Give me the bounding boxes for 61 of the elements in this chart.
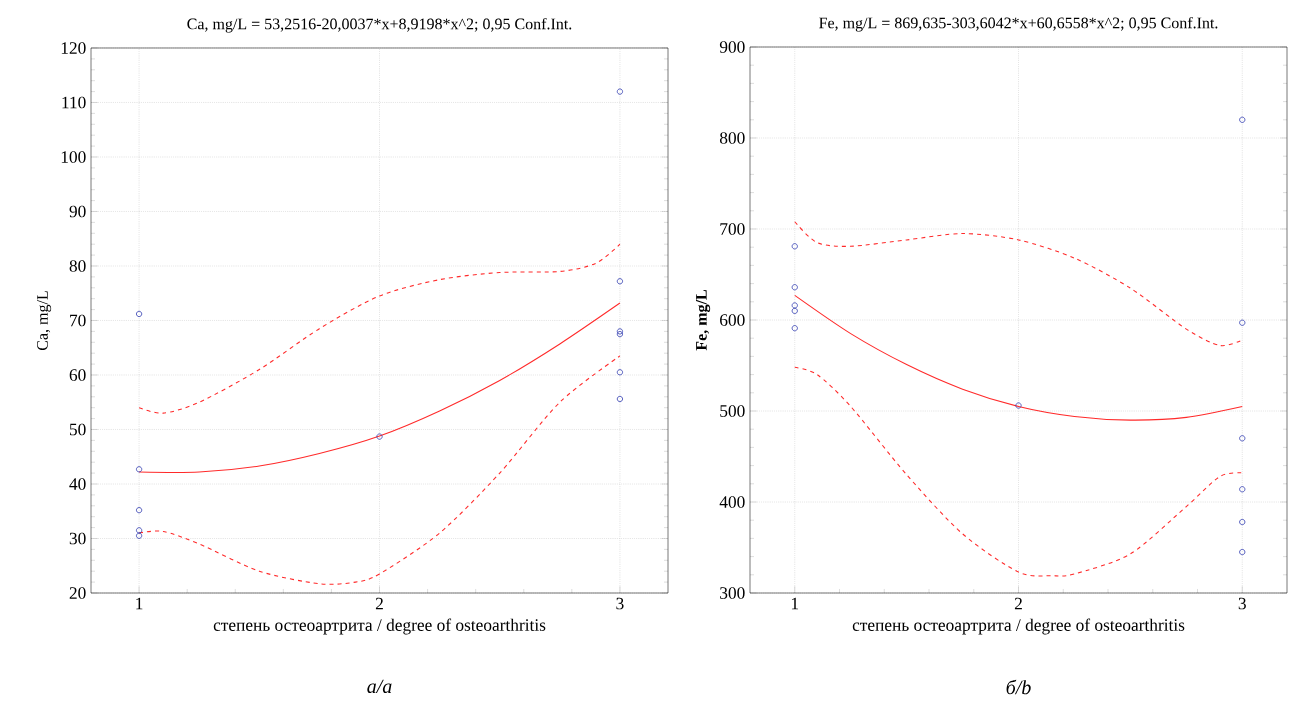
x-tick-label: 2 bbox=[1014, 597, 1022, 610]
point bbox=[616, 395, 623, 403]
y-axis-title: Ca, mg/L bbox=[37, 291, 52, 351]
point bbox=[1015, 402, 1022, 409]
point bbox=[791, 325, 798, 332]
point bbox=[616, 369, 623, 376]
y-tick-label: 90 bbox=[69, 205, 86, 218]
chart-title: Ca, mg/L = 53,2516-20,0037*x+8,9198*x^2; 0,95 Conf.Int. bbox=[187, 17, 572, 33]
point bbox=[136, 527, 143, 534]
point bbox=[1239, 548, 1246, 556]
point bbox=[1239, 116, 1246, 123]
y-tick-label: 60 bbox=[69, 369, 86, 381]
point bbox=[1239, 486, 1246, 493]
point bbox=[1239, 518, 1246, 526]
x-tick-label: 3 bbox=[1238, 597, 1246, 610]
x-tick-label: 2 bbox=[375, 597, 383, 610]
y-tick-label: 70 bbox=[70, 314, 86, 327]
y-axis-title: Fe, mg/L bbox=[696, 290, 711, 351]
point bbox=[791, 307, 798, 314]
x-tick-label: 1 bbox=[791, 597, 799, 610]
text: б/b bbox=[1006, 679, 1031, 695]
point bbox=[1239, 435, 1246, 442]
y-tick-label: 800 bbox=[719, 132, 745, 144]
y-tick-label: 100 bbox=[61, 151, 86, 163]
point bbox=[136, 532, 143, 539]
point bbox=[136, 466, 143, 473]
y-tick-label: 300 bbox=[720, 587, 745, 599]
y-tick-label: 400 bbox=[719, 496, 745, 508]
y-tick-label: 30 bbox=[69, 532, 86, 545]
point bbox=[791, 284, 798, 291]
text: a/a bbox=[367, 679, 392, 694]
y-tick-label: 80 bbox=[69, 260, 86, 272]
point bbox=[616, 331, 623, 338]
y-tick-label: 20 bbox=[69, 587, 86, 599]
x-axis-title: степень остеоартрита / degree of osteoarthritis bbox=[852, 618, 1185, 635]
y-tick-label: 500 bbox=[720, 405, 745, 417]
point bbox=[791, 243, 798, 250]
point bbox=[1239, 319, 1246, 326]
y-tick-label: 110 bbox=[62, 96, 86, 109]
point bbox=[616, 328, 623, 335]
point bbox=[616, 88, 623, 95]
x-tick-label: 3 bbox=[616, 597, 624, 610]
line-series bbox=[794, 366, 1243, 577]
line-series bbox=[794, 221, 1243, 347]
point bbox=[616, 278, 623, 285]
line-series bbox=[138, 243, 621, 414]
line-series bbox=[794, 294, 1243, 421]
point bbox=[791, 302, 798, 309]
chart-title: Fe, mg/L = 869,635-303,6042*x+60,6558*x^2; 0,95 Conf.Int. bbox=[819, 16, 1218, 32]
y-tick-label: 700 bbox=[720, 223, 745, 235]
x-tick-label: 1 bbox=[136, 597, 143, 610]
line-series bbox=[138, 302, 621, 473]
point bbox=[136, 507, 143, 514]
y-tick-label: 50 bbox=[69, 423, 86, 436]
y-tick-label: 120 bbox=[61, 42, 86, 54]
y-tick-label: 40 bbox=[69, 478, 86, 490]
x-axis-title: степень остеоартрита / degree of osteoarthritis bbox=[213, 618, 546, 635]
point bbox=[136, 310, 143, 318]
y-tick-label: 600 bbox=[720, 314, 745, 326]
y-tick-label: 900 bbox=[719, 41, 745, 53]
point bbox=[376, 433, 383, 440]
